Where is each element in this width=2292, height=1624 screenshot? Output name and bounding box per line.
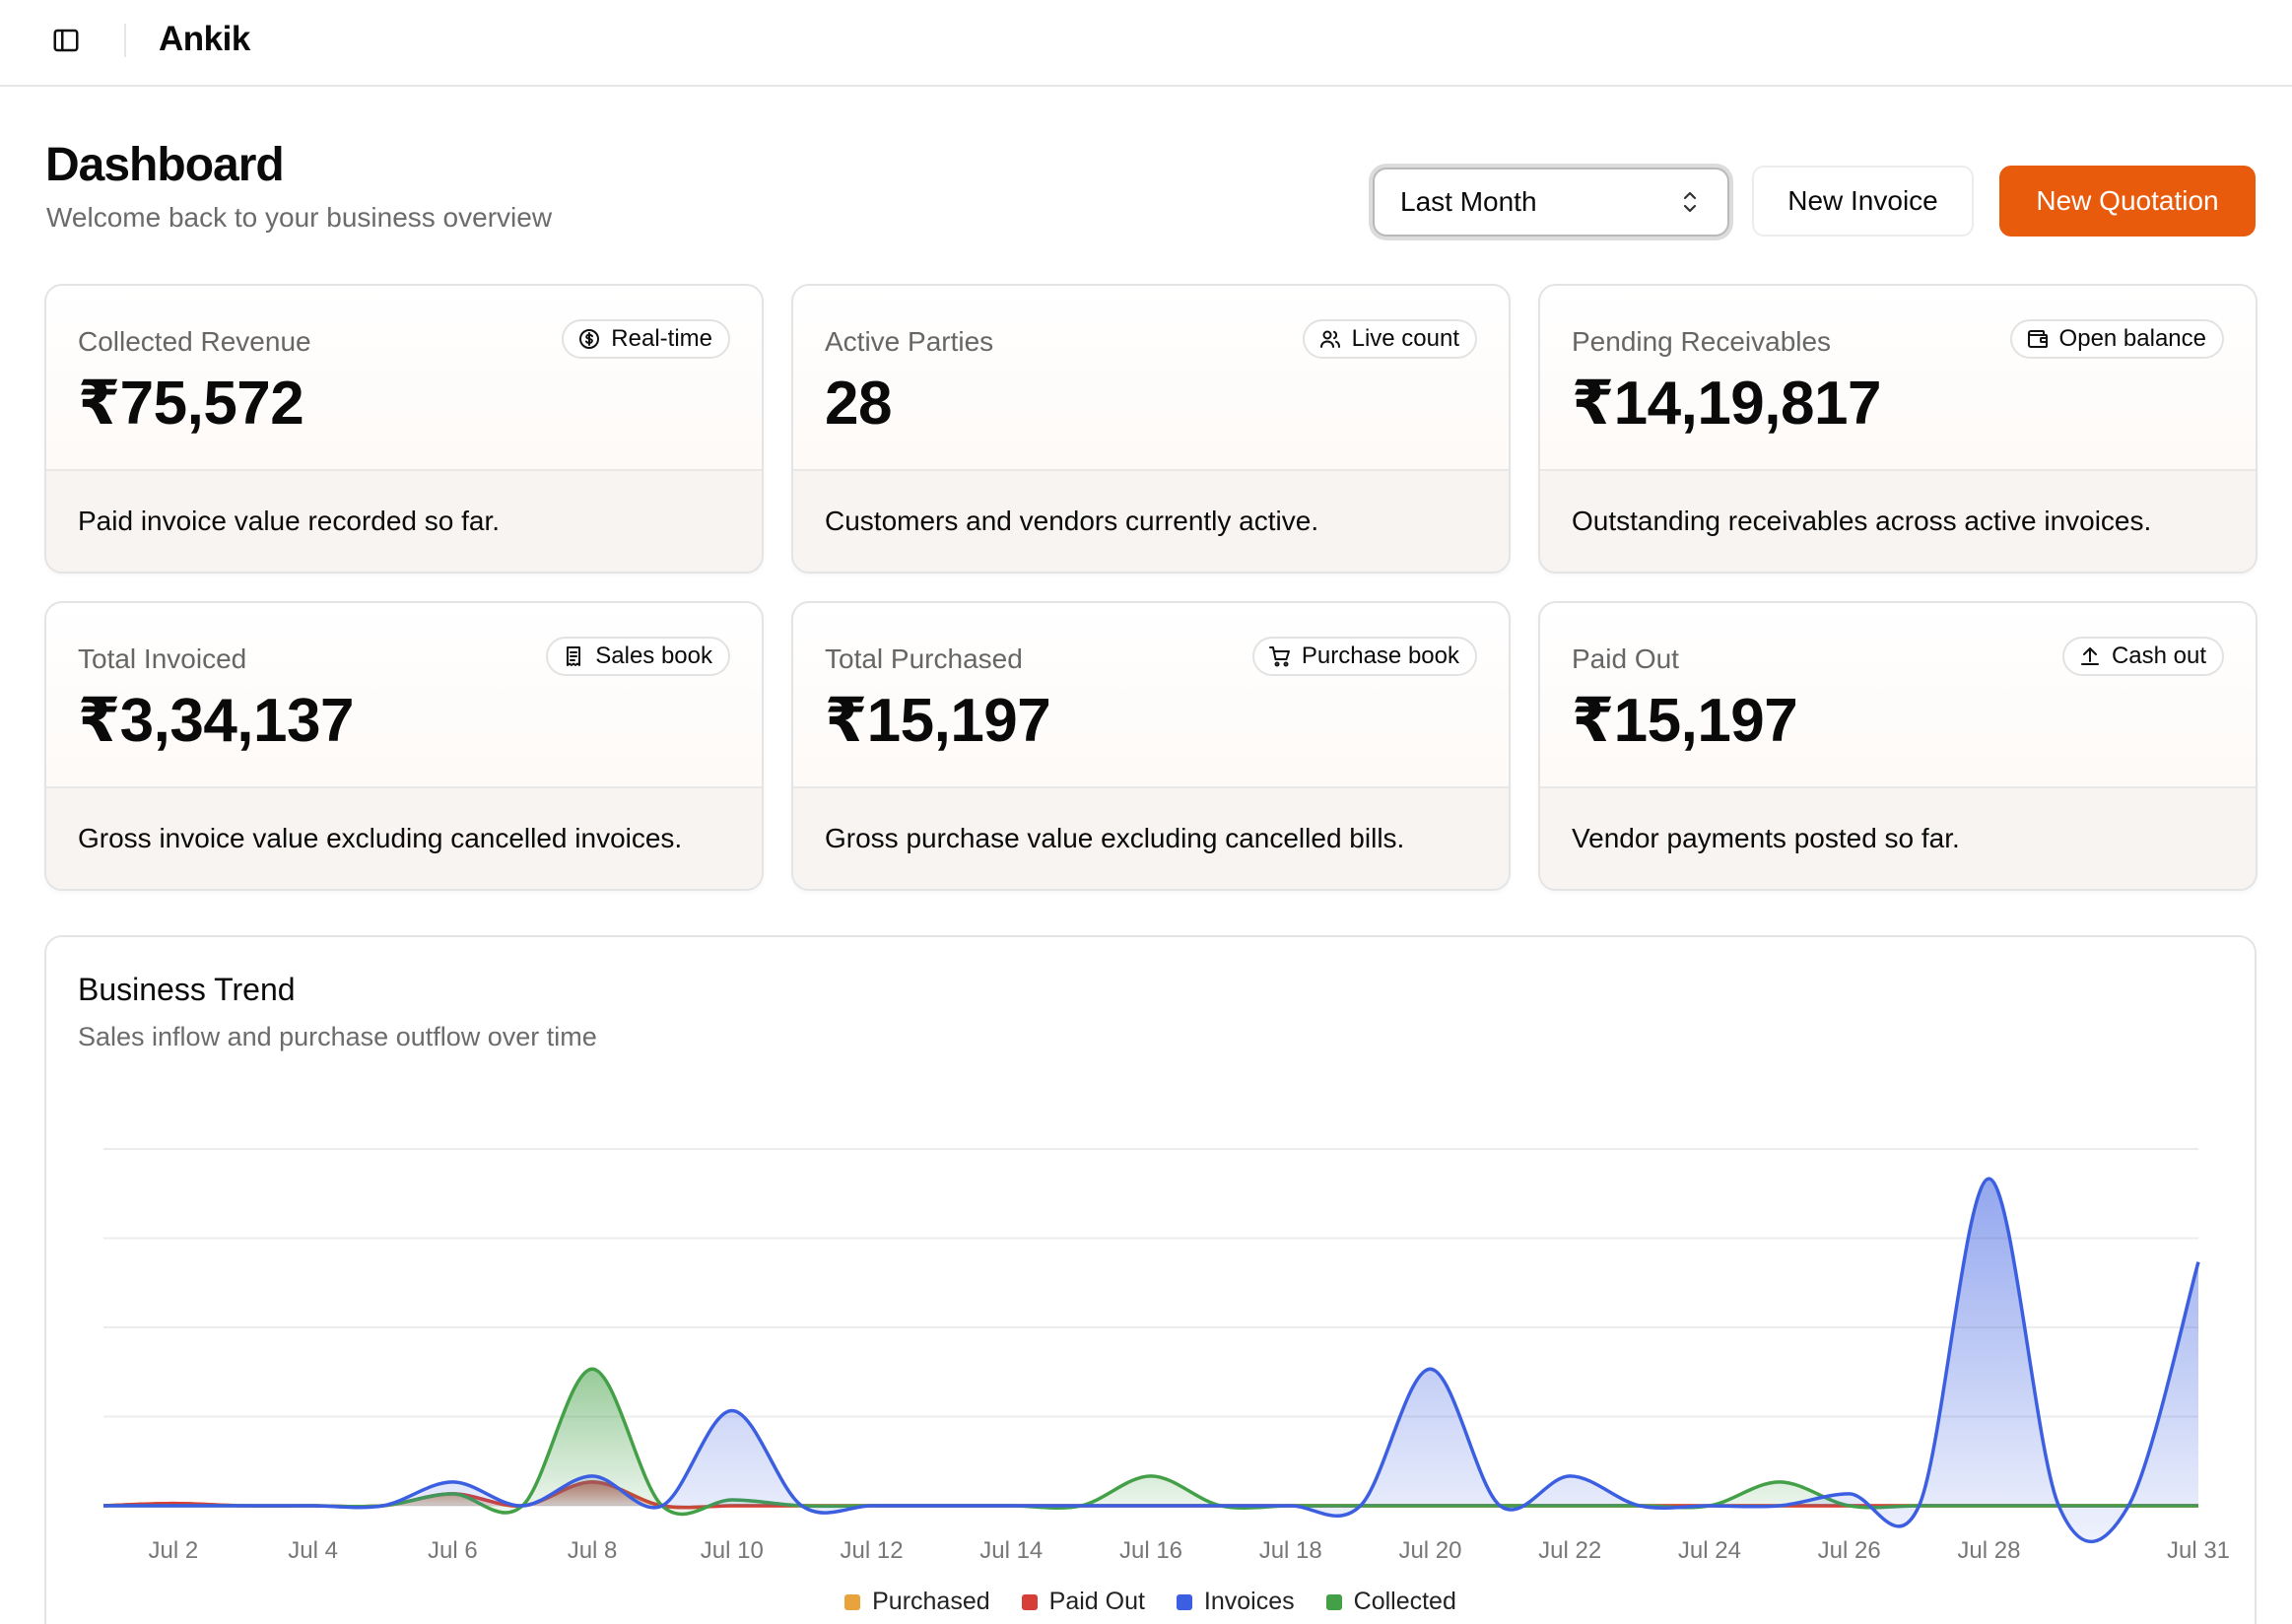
business-trend-card: Jul 2 Jul 4 Jul 6 Jul 8 Jul 10 Jul 12 Jul 14 Ju…: [44, 935, 2257, 1624]
cart-icon: [1268, 646, 1290, 667]
stat-label: Collected Revenue: [78, 326, 311, 357]
chevrons-up-down-icon: [1683, 191, 1697, 213]
x-tick-label: Jul 20: [1398, 1537, 1461, 1564]
stat-label: Pending Receivables: [1572, 326, 1832, 357]
area-collected: [103, 1369, 2198, 1515]
receipt-icon: [567, 646, 581, 666]
legend-item-purchased[interactable]: Purchased: [844, 1588, 990, 1616]
legend-swatch: [1021, 1593, 1038, 1610]
stat-card-active-parties: Active Parties Live count 28 Customers a…: [791, 284, 1511, 574]
stat-value: 28: [825, 370, 892, 438]
x-tick-label: Jul 10: [701, 1537, 764, 1564]
stat-badge-label: Live count: [1351, 325, 1459, 352]
legend-item-invoices[interactable]: Invoices: [1176, 1588, 1295, 1616]
stat-footer: Gross purchase value excluding cancelled…: [793, 786, 1509, 889]
stat-value: ₹14,19,817: [1572, 370, 1881, 438]
stat-value: ₹3,34,137: [78, 687, 354, 755]
stat-card-total-purchased: Total Purchased Purchase book ₹15,197 Gr…: [791, 601, 1511, 891]
x-tick-label: Jul 28: [1957, 1537, 2020, 1564]
legend-swatch: [844, 1593, 861, 1610]
chart-legend: Purchased Paid Out Invoices Collected: [46, 1588, 2255, 1616]
stat-badge-label: Open balance: [2058, 325, 2206, 352]
stat-value: ₹75,572: [78, 370, 304, 438]
legend-label: Collected: [1353, 1588, 1456, 1615]
x-tick-label: Jul 2: [149, 1537, 199, 1564]
x-tick-label: Jul 16: [1119, 1537, 1182, 1564]
stat-badge: Real-time: [562, 319, 730, 359]
page-title: Dashboard: [45, 139, 285, 191]
stat-badge: Live count: [1302, 319, 1477, 359]
stat-badge: Cash out: [2061, 637, 2224, 676]
stat-footer: Gross invoice value excluding cancelled …: [46, 786, 762, 889]
upload-icon: [2080, 647, 2099, 665]
x-tick-label: Jul 24: [1678, 1537, 1741, 1564]
x-tick-label: Jul 26: [1818, 1537, 1881, 1564]
area-invoices: [103, 1179, 2198, 1542]
stat-footer: Outstanding receivables across active in…: [1540, 469, 2256, 572]
stat-value: ₹15,197: [1572, 687, 1798, 755]
chart-subtitle: Sales inflow and purchase outflow over t…: [78, 1022, 597, 1051]
stat-badge-label: Real-time: [611, 325, 712, 352]
stat-card-paid-out: Paid Out Cash out ₹15,197 Vendor payment…: [1538, 601, 2258, 891]
x-tick-label: Jul 12: [841, 1537, 904, 1564]
new-invoice-button[interactable]: New Invoice: [1752, 166, 1974, 237]
legend-swatch: [1325, 1593, 1342, 1610]
x-tick-label: Jul 31: [2167, 1537, 2230, 1564]
page-subtitle: Welcome back to your business overview: [46, 202, 553, 233]
x-tick-label: Jul 22: [1538, 1537, 1601, 1564]
legend-swatch: [1176, 1593, 1192, 1610]
stat-badge-label: Sales book: [595, 643, 712, 669]
period-select-value: Last Month: [1400, 186, 1537, 217]
legend-item-paid-out[interactable]: Paid Out: [1021, 1588, 1145, 1616]
stat-badge: Open balance: [2009, 319, 2224, 359]
x-tick-label: Jul 6: [428, 1537, 478, 1564]
sidebar-toggle-icon[interactable]: [47, 22, 85, 59]
stat-label: Total Invoiced: [78, 643, 247, 674]
x-tick-label: Jul 14: [979, 1537, 1043, 1564]
x-tick-label: Jul 4: [288, 1537, 338, 1564]
app-title: Ankik: [159, 20, 250, 58]
users-icon: [1319, 330, 1340, 348]
topbar-divider: [124, 24, 126, 57]
new-quotation-button[interactable]: New Quotation: [1999, 166, 2256, 237]
stat-card-total-invoiced: Total Invoiced Sales book ₹3,34,137 Gros…: [44, 601, 764, 891]
stat-badge-label: Purchase book: [1301, 643, 1459, 669]
stat-badge: Purchase book: [1251, 637, 1477, 676]
stat-card-pending-receivables: Pending Receivables Open balance ₹14,19,…: [1538, 284, 2258, 574]
legend-label: Paid Out: [1048, 1588, 1145, 1615]
legend-item-collected[interactable]: Collected: [1325, 1588, 1456, 1616]
x-tick-label: Jul 18: [1259, 1537, 1322, 1564]
wallet-icon: [2027, 330, 2048, 348]
stat-footer: Paid invoice value recorded so far.: [46, 469, 762, 572]
legend-label: Invoices: [1203, 1588, 1295, 1615]
stat-value: ₹15,197: [825, 687, 1051, 755]
stat-footer: Customers and vendors currently active.: [793, 469, 1509, 572]
business-trend-chart: Jul 2 Jul 4 Jul 6 Jul 8 Jul 10 Jul 12 Jul 14 Ju…: [102, 1148, 2230, 1564]
stat-footer: Vendor payments posted so far.: [1540, 786, 2256, 889]
stat-badge: Sales book: [546, 637, 730, 676]
stat-label: Active Parties: [825, 326, 994, 357]
x-tick-label: Jul 8: [568, 1537, 618, 1564]
stat-label: Total Purchased: [825, 643, 1023, 674]
chart-title: Business Trend: [78, 972, 296, 1007]
stat-card-collected-revenue: Collected Revenue Real-time ₹75,572 Paid…: [44, 284, 764, 574]
stat-label: Paid Out: [1572, 643, 1679, 674]
stat-badge-label: Cash out: [2111, 643, 2206, 669]
dollar-circle-icon: [579, 329, 600, 349]
period-select[interactable]: Last Month: [1373, 168, 1729, 237]
top-bar: Ankik: [0, 0, 2292, 87]
legend-label: Purchased: [872, 1588, 990, 1615]
line-invoices: [103, 1177, 2200, 1543]
